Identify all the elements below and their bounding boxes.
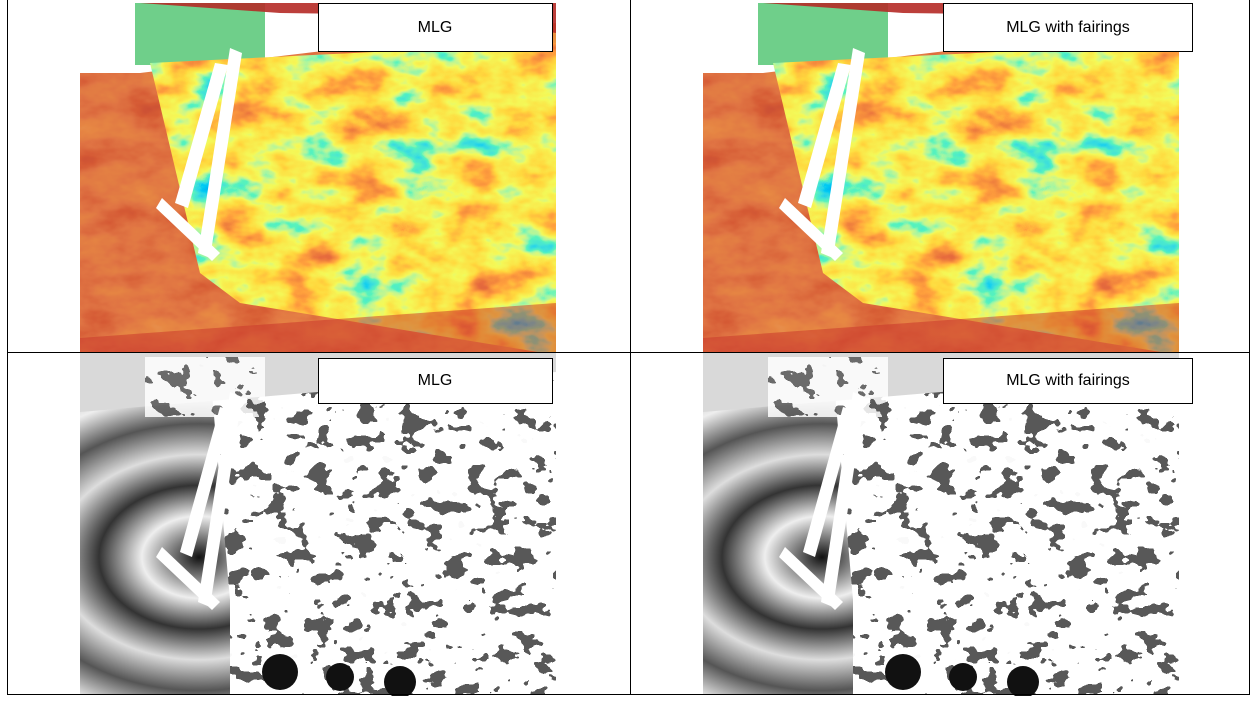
label-box: MLG with fairings — [943, 3, 1193, 52]
label-box: MLG — [318, 358, 553, 404]
image-label: MLG with fairings — [1006, 372, 1130, 389]
image-label: MLG with fairings — [1006, 19, 1130, 36]
table-borders — [7, 0, 1250, 695]
flow-image — [80, 3, 556, 355]
label-box: MLG — [318, 3, 553, 52]
image-label: MLG — [418, 19, 453, 36]
flow-image — [703, 3, 1179, 355]
image-label: MLG — [418, 372, 453, 389]
label-box: MLG with fairings — [943, 358, 1193, 404]
